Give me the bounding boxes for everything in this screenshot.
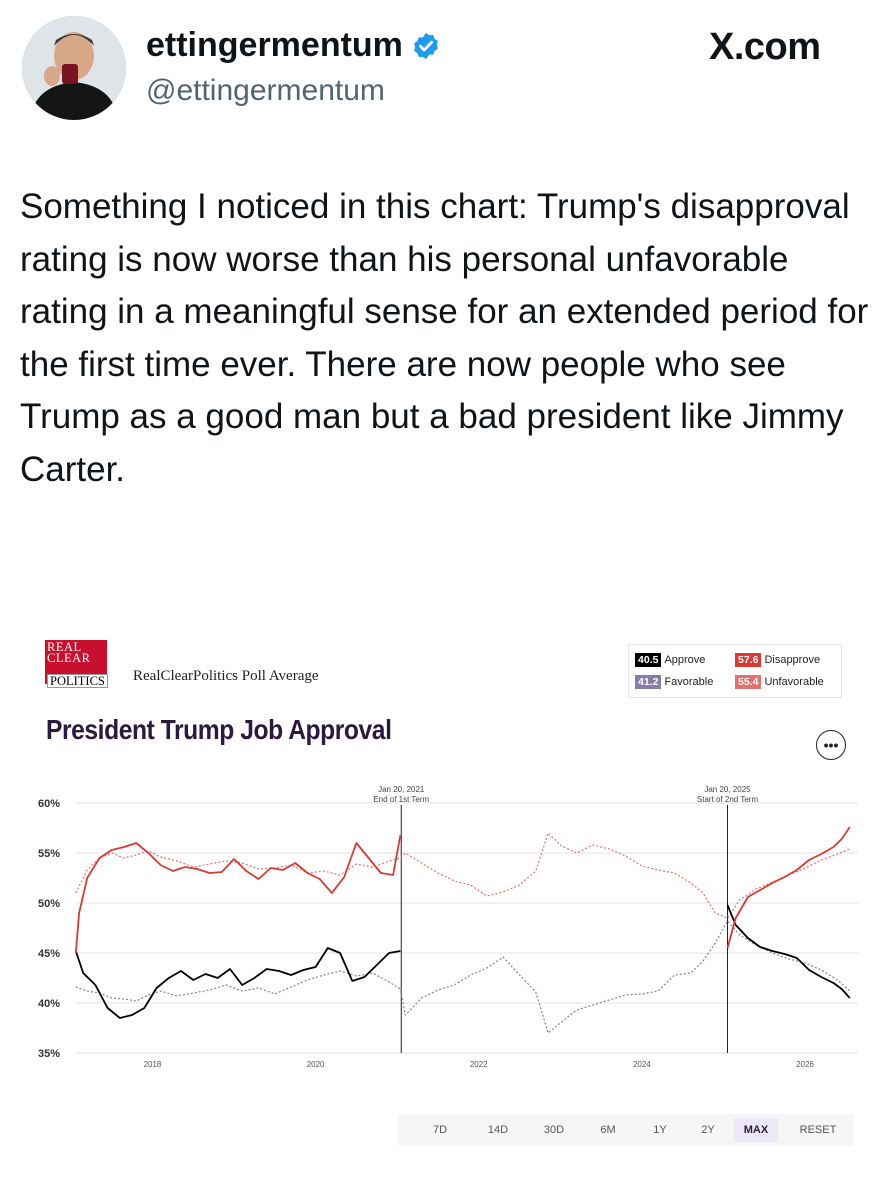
range-selector: 7D 14D 30D 6M 1Y 2Y MAX RESET	[398, 1114, 854, 1146]
poll-average-label: RealClearPolitics Poll Average	[133, 668, 319, 684]
avatar[interactable]	[22, 16, 126, 120]
range-max-button[interactable]: MAX	[734, 1118, 778, 1142]
logo-text: REAL CLEAR	[47, 640, 91, 665]
legend-favorable-value: 41.2	[635, 675, 662, 689]
legend-unfavorable-label: Unfavorable	[764, 676, 824, 688]
series-line-approve	[74, 947, 401, 1019]
range-6m-button[interactable]: 6M	[600, 1124, 616, 1136]
series-line-disapprove	[726, 826, 851, 949]
term-marker-date: Jan 20, 2021	[378, 785, 425, 794]
series-line-disapprove	[74, 834, 402, 954]
x-tick-label: 2024	[633, 1060, 651, 1069]
series-line-unfavorable	[75, 832, 851, 919]
y-tick-label: 55%	[38, 848, 60, 860]
term-marker-label: End of 1st Term	[373, 795, 429, 804]
more-options-icon[interactable]: •••	[816, 730, 846, 760]
y-tick-label: 45%	[38, 948, 60, 960]
chart-card: REAL CLEAR POLITICS RealClearPolitics Po…	[30, 628, 866, 1148]
legend-unfavorable: 55.4 Unfavorable	[735, 675, 824, 689]
line-chart: 60% 55% 50% 45% 40% 35% 2018 2020 2022 2024 2026 Ja…	[38, 785, 858, 1069]
display-name-row: ettingermentum	[146, 26, 441, 65]
range-30d-button[interactable]: 30D	[543, 1124, 565, 1136]
range-reset-button[interactable]: RESET	[799, 1124, 837, 1136]
user-handle[interactable]: @ettingermentum	[146, 74, 385, 107]
y-tick-label: 35%	[38, 1048, 60, 1060]
term-marker-label: Start of 2nd Term	[697, 795, 759, 804]
tweet-text: Something I noticed in this chart: Trump…	[20, 187, 869, 489]
range-1y-button[interactable]: 1Y	[653, 1124, 667, 1136]
x-tick-label: 2020	[307, 1060, 325, 1069]
avatar-photo	[22, 16, 126, 120]
legend-unfavorable-value: 55.4	[735, 675, 762, 689]
chart-title: President Trump Job Approval	[46, 714, 392, 745]
range-2y-button[interactable]: 2Y	[701, 1124, 715, 1136]
rcp-logo: REAL CLEAR POLITICS	[45, 640, 115, 688]
legend-disapprove-value: 57.6	[735, 653, 762, 667]
legend-approve: 40.5 Approve	[635, 653, 705, 667]
term-marker-date: Jan 20, 2025	[704, 785, 751, 794]
x-tick-label: 2022	[470, 1060, 488, 1069]
display-name[interactable]: ettingermentum	[146, 26, 403, 64]
range-7d-button[interactable]: 7D	[432, 1124, 448, 1136]
legend-favorable: 41.2 Favorable	[635, 675, 713, 689]
chart-legend: 40.5 Approve 57.6 Disapprove 41.2 Favora…	[628, 644, 842, 698]
site-logo[interactable]: X.com	[709, 26, 821, 69]
y-tick-label: 50%	[38, 898, 60, 910]
logo-line-real: REAL	[47, 640, 82, 654]
site-name: X.com	[709, 26, 821, 68]
legend-disapprove: 57.6 Disapprove	[735, 653, 820, 667]
x-tick-label: 2026	[796, 1060, 814, 1069]
y-tick-label: 40%	[38, 998, 60, 1010]
range-14d-button[interactable]: 14D	[487, 1124, 509, 1136]
legend-disapprove-label: Disapprove	[764, 654, 821, 666]
y-tick-label: 60%	[38, 798, 60, 810]
x-tick-label: 2018	[144, 1060, 162, 1069]
logo-line-clear: CLEAR	[47, 651, 91, 665]
legend-approve-label: Approve	[664, 654, 706, 666]
series-line-favorable	[75, 920, 851, 1034]
legend-approve-value: 40.5	[635, 653, 662, 667]
series-line-approve	[726, 904, 851, 999]
legend-favorable-label: Favorable	[664, 676, 714, 688]
logo-line-politics: POLITICS	[47, 674, 108, 688]
verified-badge-icon	[414, 32, 438, 59]
